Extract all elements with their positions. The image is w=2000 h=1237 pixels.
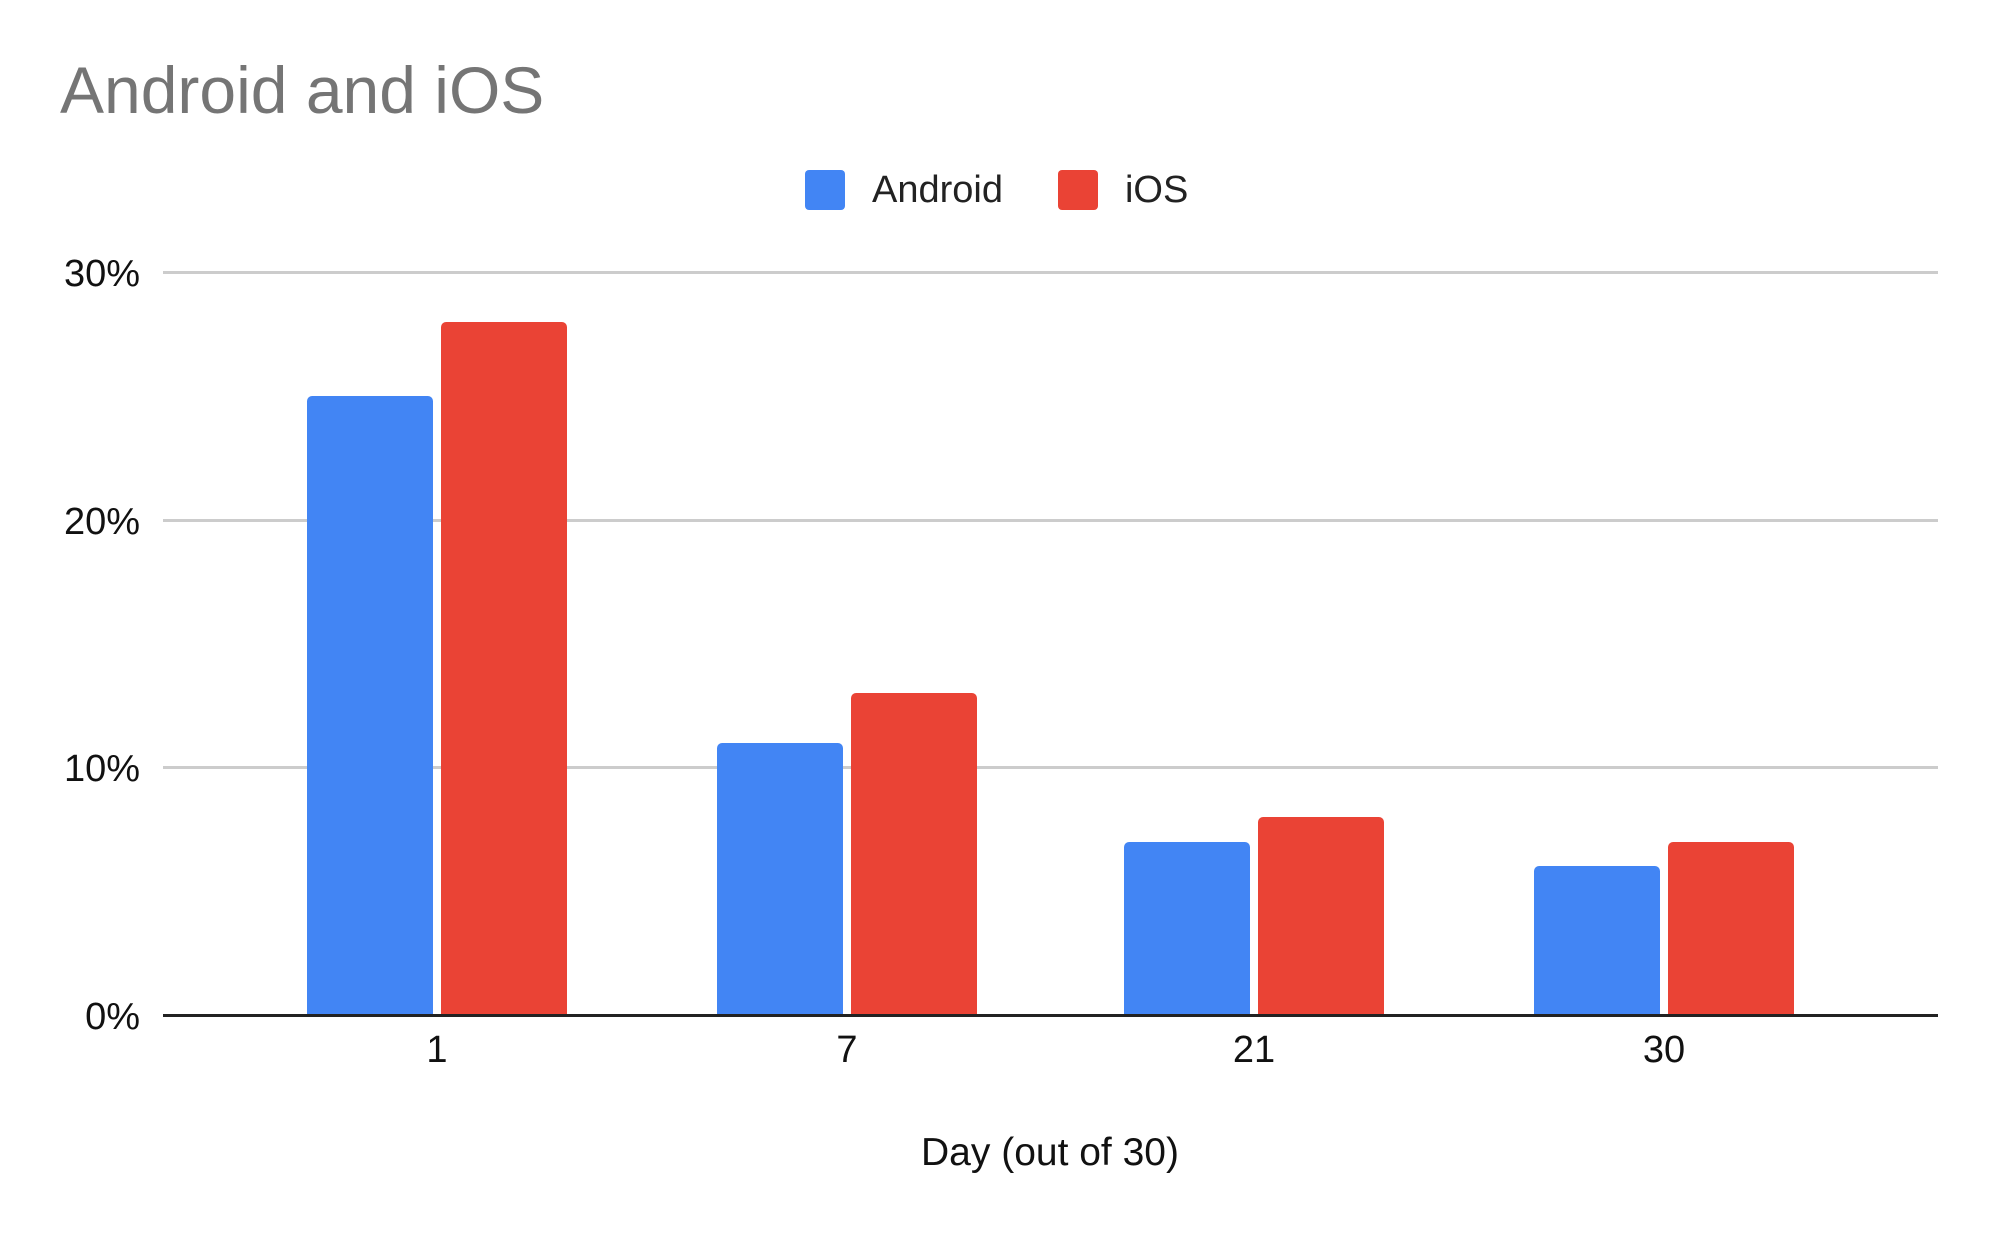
legend-label-ios: iOS xyxy=(1124,168,1189,211)
bar-ios-day-1[interactable] xyxy=(441,321,567,1015)
ios-swatch-icon xyxy=(1057,170,1098,210)
legend-item-ios[interactable]: iOS xyxy=(1057,168,1189,212)
x-axis-line xyxy=(163,1014,1938,1017)
bar-android-day-30[interactable] xyxy=(1534,866,1660,1015)
bar-android-day-7[interactable] xyxy=(717,742,843,1015)
y-tick-label: 10% xyxy=(63,748,140,791)
chart-title: Android and iOS xyxy=(60,53,545,127)
bar-ios-day-7[interactable] xyxy=(851,693,977,1015)
legend-item-android[interactable]: Android xyxy=(805,169,1003,212)
x-tick-label: 21 xyxy=(1232,1029,1276,1071)
x-axis-label: Day (out of 30) xyxy=(921,1131,1179,1174)
bar-android-day-1[interactable] xyxy=(307,395,433,1015)
x-tick-label: 1 xyxy=(426,1029,448,1071)
x-tick-label: 30 xyxy=(1642,1029,1686,1071)
x-tick-label: 7 xyxy=(836,1029,858,1071)
y-tick-label: 20% xyxy=(63,500,140,543)
bar-ios-day-30[interactable] xyxy=(1668,841,1794,1015)
bar-android-day-21[interactable] xyxy=(1124,841,1250,1015)
android-swatch-icon xyxy=(805,170,845,210)
bar-ios-day-21[interactable] xyxy=(1258,816,1384,1015)
plot-area: 0% 10% 20% 30% xyxy=(64,255,1938,1036)
legend-label-android: Android xyxy=(872,168,1003,211)
y-tick-label: 0% xyxy=(85,996,140,1038)
y-tick-label: 30% xyxy=(63,253,140,295)
gridline xyxy=(163,271,1938,274)
gridline xyxy=(163,766,1938,770)
legend: Android iOS xyxy=(805,166,1243,214)
gridline xyxy=(163,518,1938,522)
